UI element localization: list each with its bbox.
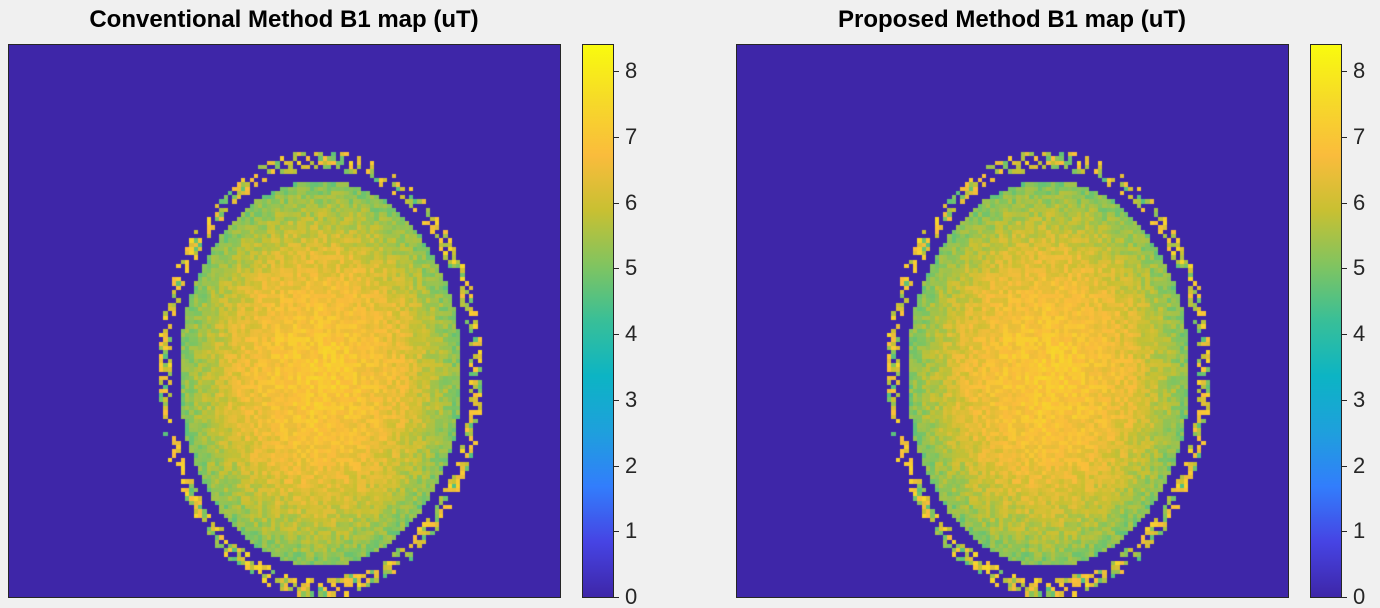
left-colorbar-tick-label: 4	[625, 321, 638, 347]
left-colorbar-tick	[613, 334, 619, 336]
right-colorbar-tick	[1341, 71, 1347, 73]
right-colorbar-tick-label: 7	[1353, 124, 1366, 149]
right-colorbar-tick-label: 0	[1353, 584, 1366, 608]
right-colorbar-tick-label: 6	[1353, 189, 1366, 215]
right-panel-title: Proposed Method B1 map (uT)	[838, 6, 1186, 33]
left-b1-map-image	[9, 45, 560, 597]
left-b1-map	[8, 44, 561, 598]
right-colorbar-tick	[1341, 597, 1347, 598]
right-colorbar: 0 1 2 3 4 5 6 7 8	[1310, 44, 1365, 608]
left-colorbar-tick-label: 7	[625, 124, 638, 149]
right-colorbar-tick	[1341, 268, 1347, 270]
left-colorbar-tick-label: 1	[625, 518, 638, 544]
right-colorbar-tick-label: 5	[1353, 255, 1366, 281]
right-colorbar-tick-label: 4	[1353, 321, 1366, 347]
left-colorbar-tick-label: 5	[625, 255, 638, 281]
left-colorbar-tick	[613, 531, 619, 533]
left-colorbar-tick	[613, 268, 619, 270]
right-colorbar-tick	[1341, 399, 1347, 401]
right-colorbar-tick-label: 2	[1353, 452, 1366, 478]
left-colorbar-tick	[613, 597, 619, 598]
right-colorbar-tick	[1341, 202, 1347, 204]
right-b1-map-image	[737, 45, 1288, 597]
left-colorbar-tick-label: 0	[625, 584, 638, 608]
left-colorbar-tick-label: 6	[625, 189, 638, 215]
left-colorbar-tick-label: 3	[625, 386, 638, 412]
left-colorbar-tick-label: 2	[625, 452, 638, 478]
left-colorbar-tick	[613, 202, 619, 204]
right-colorbar-tick-label: 1	[1353, 518, 1366, 544]
left-colorbar-tick	[613, 137, 619, 138]
right-colorbar-tick	[1341, 465, 1347, 467]
right-colorbar-tick	[1341, 334, 1347, 336]
right-colorbar-tick-label: 3	[1353, 386, 1366, 412]
left-panel-title: Conventional Method B1 map (uT)	[89, 6, 479, 33]
right-colorbar-tick	[1341, 531, 1347, 533]
right-b1-map	[736, 44, 1289, 598]
left-colorbar: 0 1 2 3 4 5 6 7 8	[582, 44, 637, 608]
right-colorbar-tick	[1341, 137, 1347, 138]
left-colorbar-tick	[613, 71, 619, 73]
left-colorbar-tick	[613, 465, 619, 467]
left-colorbar-tick-label: 8	[625, 58, 638, 84]
left-colorbar-tick	[613, 399, 619, 401]
right-colorbar-tick-label: 8	[1353, 58, 1366, 84]
